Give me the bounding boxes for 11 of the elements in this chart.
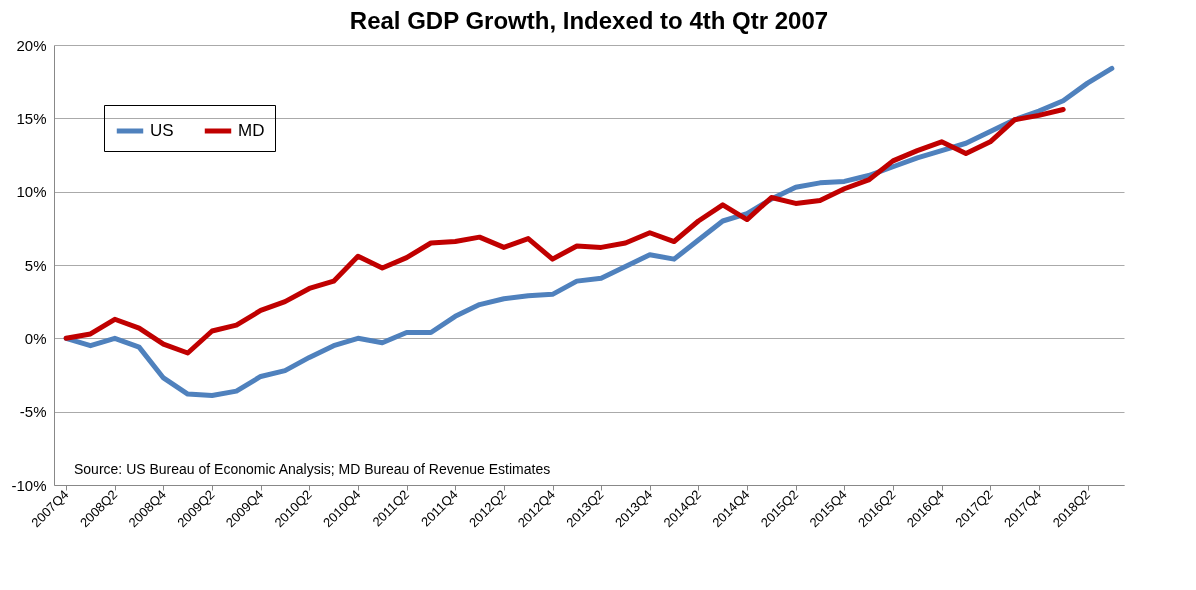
legend-label: MD bbox=[238, 121, 265, 140]
y-tick-label: 10% bbox=[16, 183, 47, 201]
y-tick-label: 5% bbox=[24, 256, 47, 274]
legend-label: US bbox=[150, 121, 174, 140]
y-tick-label: -5% bbox=[19, 403, 47, 421]
y-tick-label: 0% bbox=[24, 329, 47, 347]
y-tick-label: 20% bbox=[16, 36, 47, 54]
y-tick-label: -10% bbox=[11, 476, 47, 494]
y-tick-label: 15% bbox=[16, 109, 47, 127]
annotation: Source: US Bureau of Economic Analysis; MD Bureau of Revenue Estimates bbox=[74, 461, 551, 477]
chart-title: Real GDP Growth, Indexed to 4th Qtr 2007 bbox=[349, 7, 829, 34]
